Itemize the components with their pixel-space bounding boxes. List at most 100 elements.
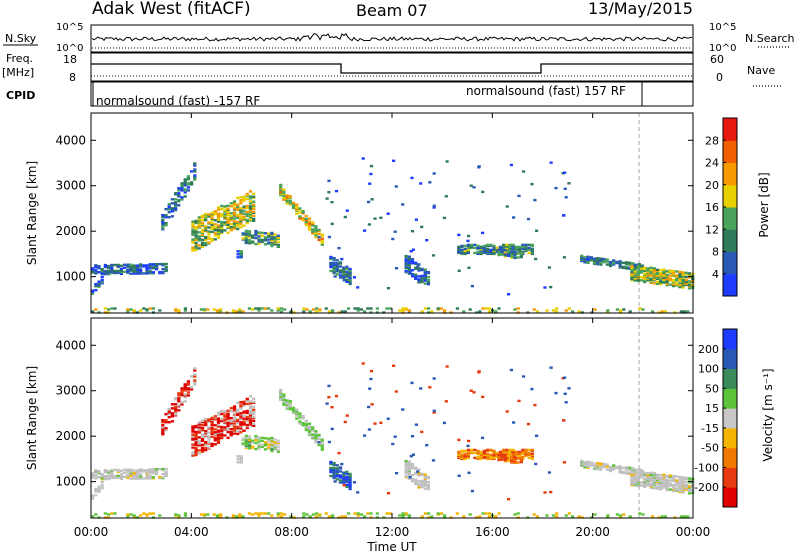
data-cell: [155, 263, 159, 266]
data-cell: [254, 447, 258, 451]
data-cell: [199, 308, 203, 311]
data-cell: [530, 457, 534, 461]
data-cell: [367, 405, 371, 409]
data-cell: [174, 192, 178, 195]
data-cell: [245, 411, 249, 415]
data-cell: [564, 309, 568, 312]
data-cell: [335, 267, 339, 270]
colorbar-segment: [723, 184, 737, 208]
data-cell: [551, 514, 555, 517]
data-cell: [170, 420, 174, 423]
data-cell: [177, 397, 181, 400]
velocity-ylabel: Slant Range [km]: [25, 366, 39, 470]
data-cell: [335, 259, 339, 262]
data-cell: [194, 453, 198, 457]
data-cell: [681, 286, 685, 289]
data-cell: [200, 426, 205, 429]
data-cell: [466, 453, 470, 457]
colorbar-tick-label: 24: [705, 157, 719, 170]
data-cell: [605, 260, 609, 263]
data-cell: [155, 471, 159, 474]
data-cell: [481, 512, 485, 515]
data-cell: [391, 237, 395, 241]
data-cell: [174, 410, 178, 413]
data-cell: [226, 223, 230, 226]
data-cell: [356, 514, 360, 517]
data-cell: [129, 513, 133, 516]
data-cell: [270, 231, 274, 235]
data-cell: [302, 515, 306, 518]
data-cell: [216, 441, 221, 444]
data-cell: [375, 512, 379, 515]
data-cell: [244, 438, 248, 442]
data-cell: [94, 283, 98, 286]
data-cell: [419, 387, 423, 390]
data-cell: [547, 471, 551, 474]
data-cell: [177, 204, 181, 207]
data-cell: [241, 515, 245, 518]
cpid-segment-2: normalsound (fast) 157 RF: [466, 84, 626, 98]
data-cell: [518, 454, 522, 458]
data-cell: [197, 436, 201, 439]
data-cell: [320, 442, 324, 445]
data-cell: [426, 280, 431, 284]
data-cell: [394, 185, 398, 188]
colorbar-segment: [723, 467, 737, 488]
data-cell: [628, 266, 632, 269]
data-cell: [129, 269, 133, 272]
data-cell: [191, 228, 195, 231]
data-cell: [183, 188, 187, 191]
data-cell: [679, 310, 683, 313]
data-cell: [329, 261, 333, 265]
data-cell: [636, 475, 640, 479]
data-cell: [210, 444, 214, 448]
data-cell: [257, 238, 261, 241]
data-cell: [158, 309, 162, 312]
data-cell: [91, 289, 95, 292]
data-cell: [508, 243, 512, 247]
colorbar-segment: [723, 207, 737, 230]
data-cell: [186, 387, 190, 390]
data-cell: [457, 269, 461, 272]
data-cell: [443, 309, 447, 312]
data-cell: [583, 259, 587, 262]
data-cell: [463, 249, 467, 253]
data-cell: [342, 279, 346, 282]
data-cell: [639, 484, 644, 487]
data-cell: [462, 310, 466, 313]
data-cell: [126, 468, 130, 471]
data-cell: [476, 246, 480, 250]
data-cell: [649, 273, 653, 276]
data-cell: [407, 272, 411, 275]
data-cell: [194, 248, 198, 252]
data-cell: [681, 491, 685, 494]
data-cell: [161, 270, 165, 274]
data-cell: [649, 471, 653, 474]
data-cell: [239, 196, 243, 199]
data-cell: [232, 220, 237, 223]
data-cell: [606, 514, 610, 517]
data-cell: [410, 463, 415, 466]
data-cell: [197, 244, 201, 247]
data-cell: [242, 212, 246, 215]
data-cell: [675, 274, 679, 277]
data-cell: [245, 218, 249, 222]
data-cell: [325, 197, 329, 200]
data-cell: [562, 461, 566, 464]
data-cell: [245, 197, 249, 201]
data-cell: [279, 307, 283, 310]
data-cell: [643, 266, 647, 270]
data-cell: [194, 227, 198, 231]
data-cell: [180, 184, 184, 187]
data-cell: [393, 230, 397, 233]
data-cell: [161, 419, 165, 422]
data-cell: [91, 267, 95, 270]
data-cell: [482, 456, 487, 459]
data-cell: [668, 269, 672, 272]
data-cell: [662, 481, 666, 484]
data-cell: [466, 456, 470, 460]
data-cell: [366, 307, 370, 310]
data-cell: [100, 279, 104, 282]
data-cell: [285, 200, 289, 203]
